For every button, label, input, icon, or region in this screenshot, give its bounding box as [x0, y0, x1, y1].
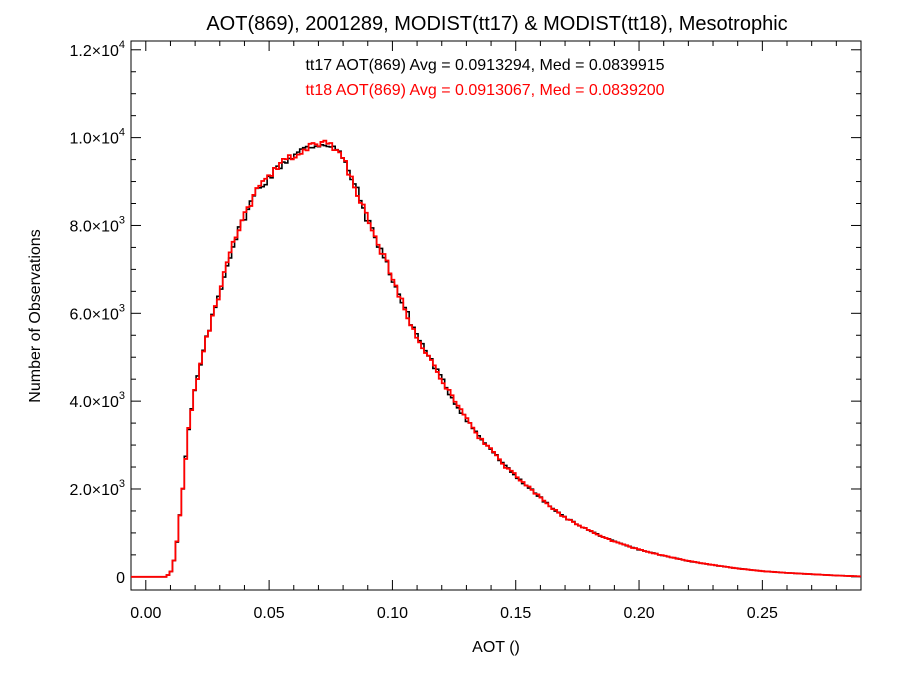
y-tick-label: 8.0×103	[69, 214, 125, 235]
x-tick-label: 0.05	[254, 605, 285, 622]
x-tick-label: 0.25	[747, 605, 778, 622]
y-tick-label: 1.2×104	[69, 39, 125, 60]
y-tick-label: 0	[116, 570, 125, 587]
x-tick-label: 0.20	[623, 605, 654, 622]
y-tick-label: 6.0×103	[69, 302, 125, 323]
chart-title: AOT(869), 2001289, MODIST(tt17) & MODIST…	[206, 13, 787, 35]
annotation-tt17-stats: tt17 AOT(869) Avg = 0.0913294, Med = 0.0…	[305, 57, 664, 74]
plot-frame	[130, 40, 862, 591]
series-layer	[131, 139, 861, 578]
annotation-tt18-stats: tt18 AOT(869) Avg = 0.0913067, Med = 0.0…	[305, 82, 664, 99]
x-tick-label: 0.15	[500, 605, 531, 622]
y-axis-label: Number of Observations	[27, 229, 44, 402]
x-tick-label: 0.00	[130, 605, 161, 622]
series-line-tt18	[131, 139, 861, 578]
y-tick-label: 1.0×104	[69, 127, 125, 148]
x-tick-label: 0.10	[377, 605, 408, 622]
series-line-tt17	[131, 144, 861, 578]
y-tick-label: 4.0×103	[69, 390, 125, 411]
x-axis-ticks: 0.00 0.05 0.10 0.15 0.20 0.25	[130, 41, 837, 622]
x-axis-label: AOT ()	[472, 639, 520, 656]
y-axis-ticks: 0 2.0×103 4.0×103 6.0×103 8.0×103 1.0×104 1.2×…	[69, 39, 861, 587]
y-tick-label: 2.0×103	[69, 478, 125, 499]
